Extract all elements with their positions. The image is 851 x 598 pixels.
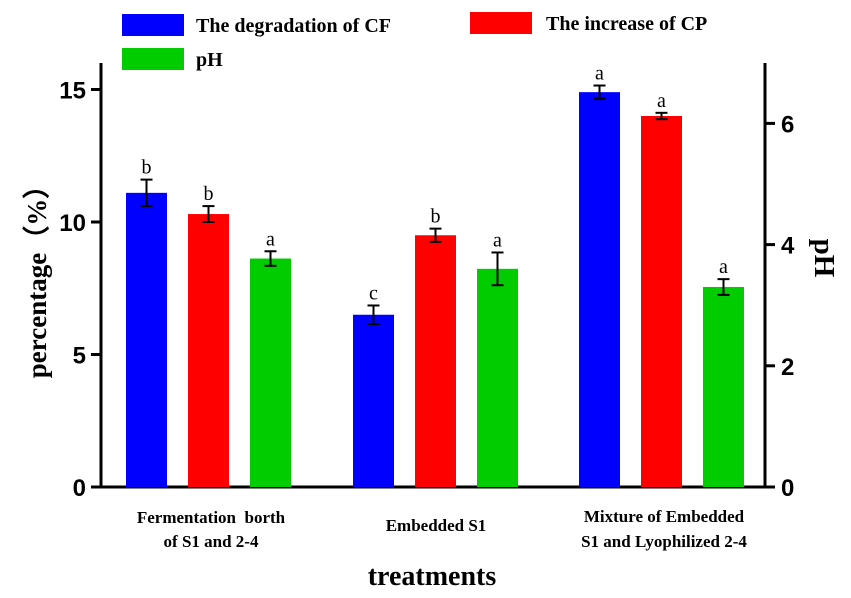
bar-ph-1 xyxy=(250,258,291,487)
bar-increase-cp-3 xyxy=(641,116,682,487)
left-y-tick-label: 15 xyxy=(59,78,86,105)
x-axis-title: treatments xyxy=(368,561,497,592)
right-y-tick-label: 4 xyxy=(781,233,795,260)
significance-letter: b xyxy=(431,206,441,228)
category-label-1: Fermentation borth xyxy=(137,508,286,527)
significance-letter: c xyxy=(369,282,378,304)
significance-letter: a xyxy=(719,256,728,278)
legend: The degradation of CF The increase of CP… xyxy=(122,12,707,71)
category-label-3: Mixture of Embedded xyxy=(584,507,745,526)
legend-label-increase-cp: The increase of CP xyxy=(546,13,707,35)
bar-ph-2 xyxy=(477,268,518,487)
right-y-tick-label: 2 xyxy=(781,354,794,381)
category-labels: Fermentation borth of S1 and 2-4 Embedded … xyxy=(137,507,748,551)
right-y-tick-label: 6 xyxy=(781,111,794,138)
category-label-1: of S1 and 2-4 xyxy=(164,532,259,551)
legend-swatch-degradation-cf xyxy=(122,14,184,36)
significance-letter: b xyxy=(204,183,214,205)
bar-degradation-cf-2 xyxy=(353,314,394,487)
bar-increase-cp-1 xyxy=(188,214,229,488)
legend-swatch-increase-cp xyxy=(470,12,532,34)
significance-letter: a xyxy=(657,90,666,112)
y2-axis-title: pH xyxy=(808,239,840,278)
bar-increase-cp-2 xyxy=(415,235,456,487)
significance-letter: b xyxy=(142,157,152,179)
left-y-ticks: 0 5 10 15 xyxy=(59,78,101,502)
bars: b c a b b a a a a xyxy=(126,63,744,488)
significance-letter: a xyxy=(595,63,604,85)
left-y-tick-label: 10 xyxy=(59,210,86,237)
left-y-tick-label: 5 xyxy=(73,343,86,370)
right-y-tick-label: 0 xyxy=(781,475,794,502)
category-label-3: S1 and Lyophilized 2-4 xyxy=(581,532,747,551)
legend-swatch-ph xyxy=(122,48,184,70)
y-axis-title: percentage（%） xyxy=(22,172,52,378)
significance-letter: a xyxy=(266,228,275,250)
significance-letter: a xyxy=(493,229,502,251)
bar-degradation-cf-1 xyxy=(126,192,167,487)
right-y-ticks: 0 2 4 6 xyxy=(765,111,795,502)
bar-degradation-cf-3 xyxy=(579,92,620,488)
left-y-tick-label: 0 xyxy=(73,475,86,502)
category-label-2: Embedded S1 xyxy=(386,516,487,535)
bar-ph-3 xyxy=(703,287,744,487)
legend-label-ph: pH xyxy=(196,49,223,71)
legend-label-degradation-cf: The degradation of CF xyxy=(196,15,391,37)
